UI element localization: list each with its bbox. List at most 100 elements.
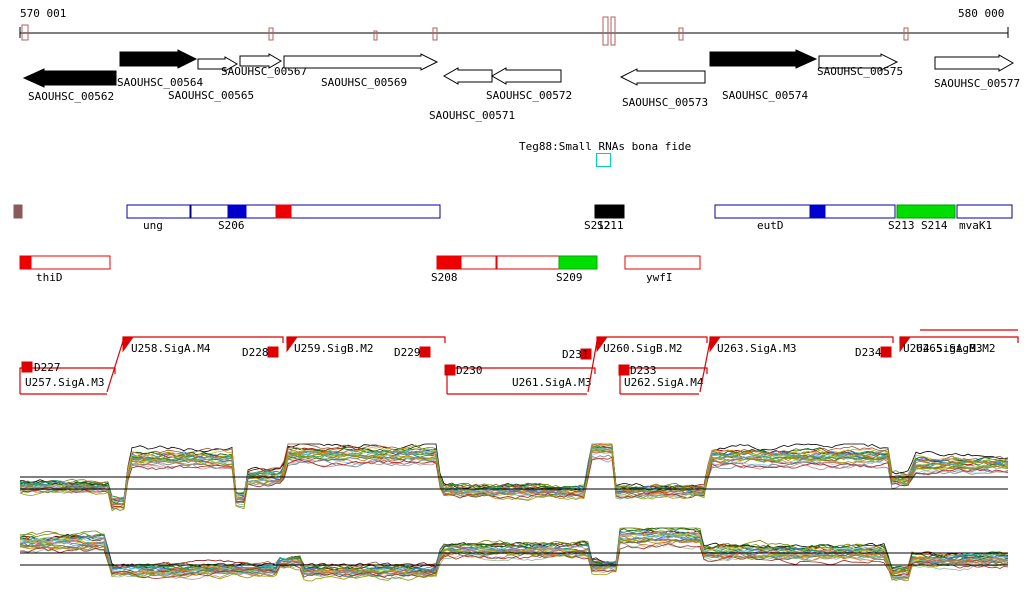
gene-arrow-SAOUHSC_00565[interactable]: [197, 56, 238, 72]
expression-trace: [19, 533, 1009, 580]
tss-marker-D231[interactable]: [580, 348, 592, 360]
tss-marker-D230[interactable]: [444, 364, 456, 376]
feature-label: S206: [218, 219, 245, 232]
promoter-region-label: U263.SigA.M3: [717, 342, 796, 355]
feature-label: eutD: [757, 219, 784, 232]
tss-marker-label: D230: [456, 364, 483, 377]
expression-trace: [19, 535, 1009, 579]
gene-arrow-SAOUHSC_00569[interactable]: [283, 53, 439, 71]
expression-panel-1: [19, 443, 1009, 512]
feature-left-fragment[interactable]: [13, 204, 23, 219]
promoter-region-label: U258.SigA.M4: [131, 342, 211, 355]
gene-label: SAOUHSC_00577: [934, 77, 1020, 90]
feature-s209[interactable]: [558, 255, 598, 270]
feature-label: S209: [556, 271, 583, 284]
feature-s208[interactable]: [460, 255, 497, 270]
promoter-region-label: U257.SigA.M3: [25, 376, 104, 389]
feature-ung-s206[interactable]: [189, 204, 192, 219]
tss-marker-D233[interactable]: [618, 364, 630, 376]
feature-label: S213: [888, 219, 915, 232]
gene-arrow-SAOUHSC_00574[interactable]: [709, 49, 818, 69]
promoter-region-label: U260.SigB.M2: [603, 342, 682, 355]
gene-arrow-SAOUHSC_00567[interactable]: [239, 53, 282, 69]
ruler-feature-mark[interactable]: [21, 24, 29, 41]
ruler-feature-mark[interactable]: [602, 16, 609, 46]
gene-label: SAOUHSC_00572: [486, 89, 572, 102]
feature-thiD[interactable]: [19, 255, 32, 270]
ruler-feature-mark[interactable]: [678, 27, 684, 41]
feature-ung-s206[interactable]: [275, 204, 292, 219]
expression-trace: [19, 457, 1009, 501]
feature-mvaK1[interactable]: [956, 204, 1013, 219]
tss-marker-D227[interactable]: [21, 361, 33, 373]
gene-label: SAOUHSC_00575: [817, 65, 903, 78]
promoter-region-label: U265.SigB.M2: [916, 342, 995, 355]
srna-track-title: Teg88:Small RNAs bona fide: [519, 140, 692, 153]
expression-trace: [19, 446, 1009, 505]
ruler-feature-mark[interactable]: [610, 16, 616, 46]
feature-ung-s206[interactable]: [227, 204, 247, 219]
tss-marker-label: D228: [242, 346, 269, 359]
promoter-region-U257.SigA.M3[interactable]: [19, 367, 116, 395]
feature-s213-s214[interactable]: [896, 204, 956, 219]
tss-marker-label: D229: [394, 346, 421, 359]
promoter-flag[interactable]: [122, 336, 134, 353]
gene-label: SAOUHSC_00565: [168, 89, 254, 102]
expression-panel-2: [19, 527, 1009, 582]
gene-arrow-SAOUHSC_00577[interactable]: [934, 54, 1015, 72]
ruler-feature-mark[interactable]: [268, 27, 274, 41]
feature-eutD[interactable]: [714, 204, 896, 219]
gene-arrow-SAOUHSC_00571[interactable]: [442, 67, 493, 85]
promoter-track: U258.SigA.M4 U259.SigB.M2 U260.SigB.M2 U263…: [19, 329, 1019, 395]
feature-label: ywfI: [646, 271, 673, 284]
gene-label: SAOUHSC_00571: [429, 109, 515, 122]
expression-trace: [19, 456, 1009, 509]
ruler-feature-mark[interactable]: [432, 27, 438, 41]
promoter-region-label: U261.SigA.M3: [512, 376, 591, 389]
gene-arrow-SAOUHSC_00573[interactable]: [619, 68, 706, 86]
tss-marker-label: D234: [855, 346, 882, 359]
gene-label: SAOUHSC_00569: [321, 76, 407, 89]
tss-marker-D234[interactable]: [880, 346, 892, 358]
ruler-right-coordinate: 580 000: [958, 7, 1005, 20]
feature-s208[interactable]: [436, 255, 462, 270]
promoter-region-label: U262.SigA.M4: [624, 376, 704, 389]
expression-trace: [19, 449, 1008, 512]
gene-arrow-SAOUHSC_00562[interactable]: [22, 68, 117, 88]
feature-ywfI[interactable]: [624, 255, 701, 270]
promoter-connector: [106, 340, 124, 393]
gene-label: SAOUHSC_00564: [117, 76, 203, 89]
tss-marker-label: D227: [34, 361, 61, 374]
promoter-region-U262.SigA.M4[interactable]: [619, 367, 708, 395]
expression-trace: [19, 543, 1009, 580]
feature-label: thiD: [36, 271, 63, 284]
tss-marker-D229[interactable]: [419, 346, 431, 358]
srna-legend-box: [596, 153, 611, 167]
promoter-region-U261.SigA.M3[interactable]: [446, 367, 596, 395]
feature-label: mvaK1: [959, 219, 992, 232]
gene-arrow-SAOUHSC_00575[interactable]: [818, 53, 899, 71]
ruler-feature-mark[interactable]: [373, 30, 378, 41]
gene-arrow-SAOUHSC_00564[interactable]: [119, 49, 198, 69]
promoter-flag[interactable]: [286, 336, 298, 353]
expression-trace: [20, 539, 1009, 577]
feature-eutD[interactable]: [809, 204, 826, 219]
expression-trace: [19, 530, 1009, 581]
expression-trace: [19, 543, 1009, 578]
promoter-region-label: U259.SigB.M2: [294, 342, 373, 355]
expression-trace: [19, 538, 1009, 582]
tss-marker-label: D231: [562, 348, 589, 361]
feature-thiD[interactable]: [19, 255, 111, 270]
feature-s211-s212[interactable]: [594, 204, 625, 219]
tss-marker-D228[interactable]: [267, 346, 279, 358]
gene-arrow-SAOUHSC_00572[interactable]: [490, 67, 562, 85]
promoter-region-label: U264.SigA.M3: [903, 342, 982, 355]
feature-label: S208: [431, 271, 458, 284]
gene-label: SAOUHSC_00562: [28, 90, 114, 103]
ruler-feature-mark[interactable]: [903, 27, 909, 41]
gene-label: SAOUHSC_00574: [722, 89, 808, 102]
promoter-flag[interactable]: [899, 336, 911, 353]
